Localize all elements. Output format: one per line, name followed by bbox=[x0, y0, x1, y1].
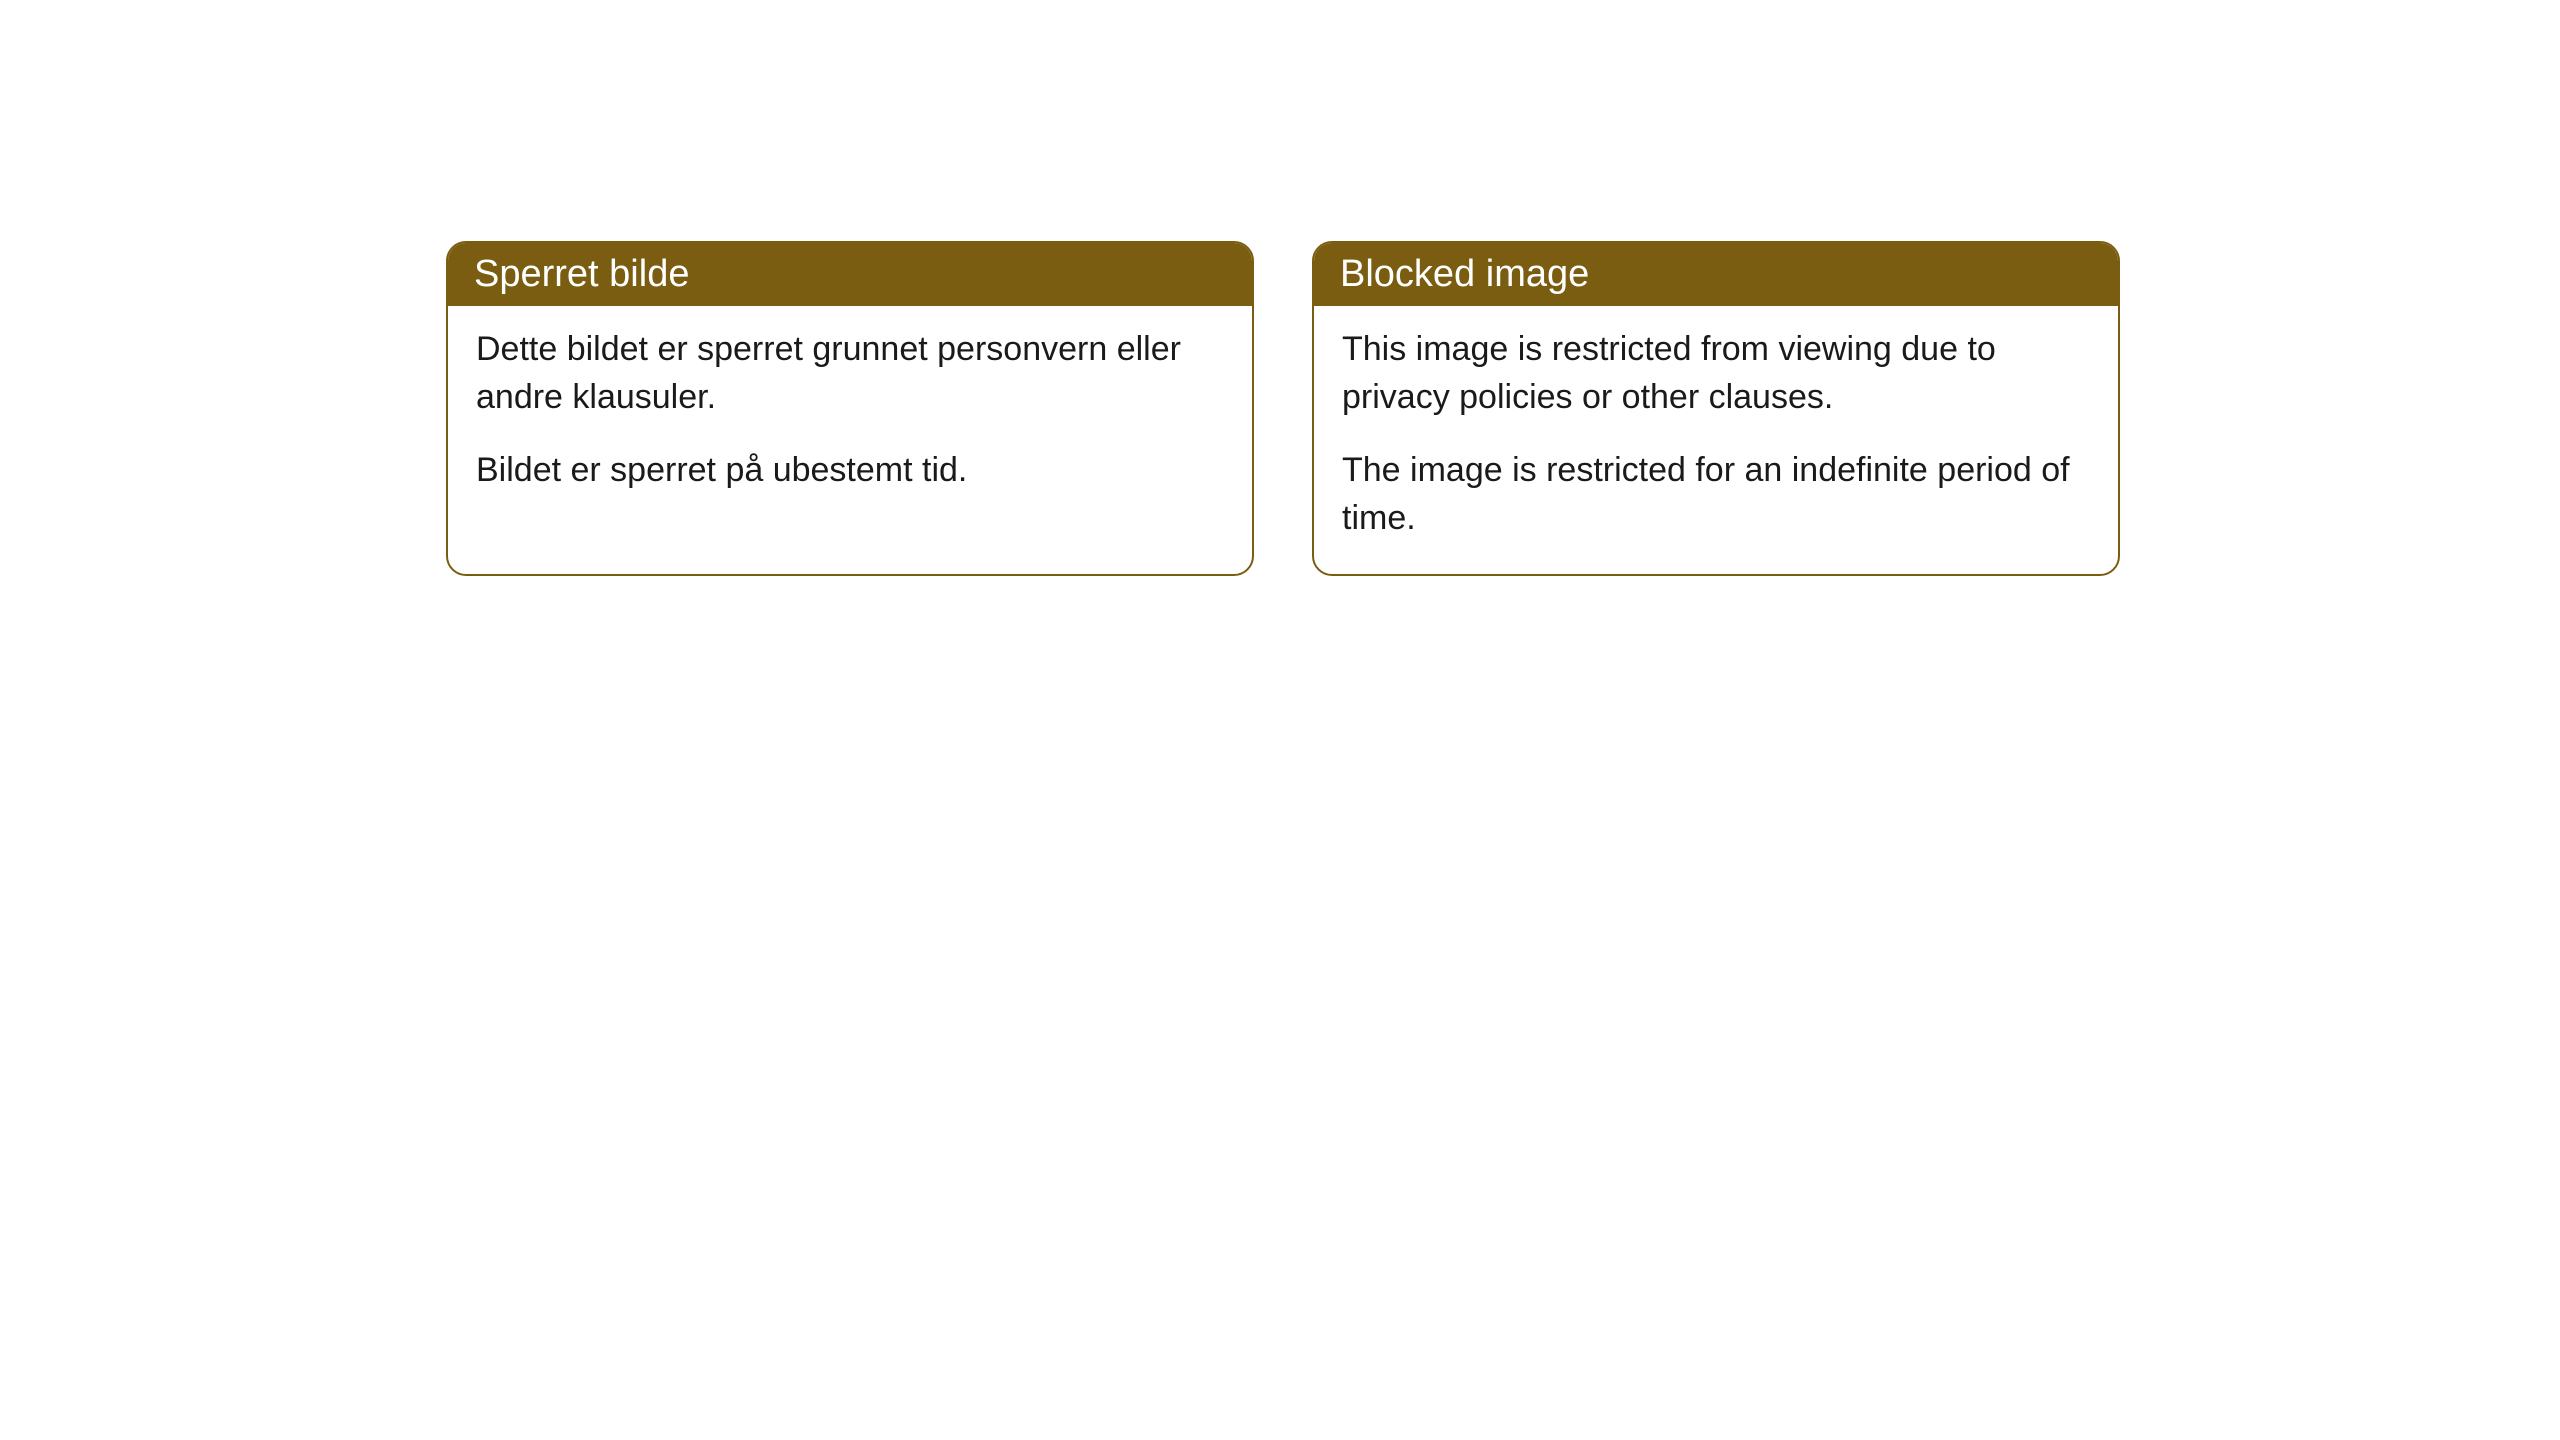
card-paragraph-1: This image is restricted from viewing du… bbox=[1342, 326, 2090, 421]
card-body-english: This image is restricted from viewing du… bbox=[1314, 306, 2118, 574]
card-paragraph-2: The image is restricted for an indefinit… bbox=[1342, 447, 2090, 542]
cards-container: Sperret bilde Dette bildet er sperret gr… bbox=[446, 241, 2120, 576]
card-body-norwegian: Dette bildet er sperret grunnet personve… bbox=[448, 306, 1252, 527]
card-paragraph-2: Bildet er sperret på ubestemt tid. bbox=[476, 447, 1224, 495]
card-header-english: Blocked image bbox=[1314, 243, 2118, 306]
card-header-norwegian: Sperret bilde bbox=[448, 243, 1252, 306]
card-paragraph-1: Dette bildet er sperret grunnet personve… bbox=[476, 326, 1224, 421]
card-english: Blocked image This image is restricted f… bbox=[1312, 241, 2120, 576]
card-norwegian: Sperret bilde Dette bildet er sperret gr… bbox=[446, 241, 1254, 576]
